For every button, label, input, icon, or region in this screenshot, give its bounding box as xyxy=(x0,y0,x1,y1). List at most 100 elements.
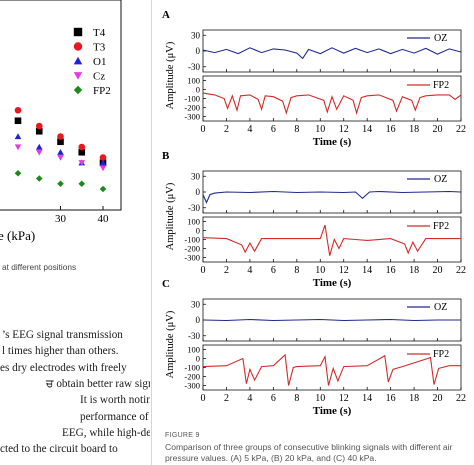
legend-label: Cz xyxy=(93,71,105,83)
chart-legend: T4 T3 O1 Cz FP2 xyxy=(73,27,111,97)
data-point-t4 xyxy=(78,148,86,156)
fp2-signal-line xyxy=(202,224,461,256)
data-point-t4 xyxy=(35,127,43,135)
legend-label: O1 xyxy=(93,56,106,68)
data-point-t3 xyxy=(14,106,22,114)
legend-marker-o1 xyxy=(73,56,83,65)
column-divider xyxy=(151,0,152,465)
y-tick-label: -200 xyxy=(184,372,200,382)
y-tick-label: -30 xyxy=(188,331,200,341)
x-axis-ticks: 30 40 xyxy=(55,206,109,225)
y-tick-label: -200 xyxy=(184,103,200,113)
x-tick-label: 20 xyxy=(433,124,443,135)
x-tick-label: 14 xyxy=(362,124,372,135)
legend-oz-label: OZ xyxy=(434,302,447,313)
y-tick-label: -100 xyxy=(184,94,200,104)
x-tick-label: 2 xyxy=(224,393,229,404)
x-tick-label: 4 xyxy=(247,265,252,276)
panel-letter: A xyxy=(162,9,170,21)
x-tick-label: 0 xyxy=(201,124,206,135)
body-text-line: l times higher than others. xyxy=(2,345,119,358)
fp2-signal-line xyxy=(202,353,461,386)
body-text-line: cted to the circuit board to xyxy=(0,443,118,456)
pressure-scatter-chart: T4 T3 O1 Cz FP2 30 40 e (kPa) xyxy=(0,0,122,243)
y-tick-label: 30 xyxy=(191,171,201,181)
y-tick-label: 100 xyxy=(187,76,200,86)
body-text-line: ’s EEG signal transmission xyxy=(2,329,123,341)
y-tick-label: -300 xyxy=(184,381,200,391)
data-point-fp2 xyxy=(14,169,22,177)
x-tick-label: 30 xyxy=(55,213,67,225)
x-tick-label: 6 xyxy=(271,124,276,135)
data-point-cz xyxy=(35,149,43,156)
data-point-fp2 xyxy=(99,185,107,193)
x-tick-label: 40 xyxy=(98,213,110,225)
y-tick-label: 30 xyxy=(191,30,201,40)
fp2-plot-frame xyxy=(202,216,462,263)
y-tick-label: 0 xyxy=(196,226,200,236)
x-tick-label: 6 xyxy=(271,265,276,276)
x-tick-label: 22 xyxy=(456,393,466,404)
x-tick-label: 12 xyxy=(339,393,349,404)
fp2-plot-frame xyxy=(202,344,462,391)
x-tick-label: 12 xyxy=(339,265,349,276)
x-tick-label: 16 xyxy=(386,265,396,276)
data-point-cz xyxy=(78,160,86,167)
figure-caption: Comparison of three groups of consecutiv… xyxy=(165,442,453,463)
data-point-o1 xyxy=(14,133,22,140)
y-tick-label: 0 xyxy=(196,187,201,197)
y-tick-label: -300 xyxy=(184,112,200,122)
data-point-t4 xyxy=(14,117,22,125)
y-tick-label: 100 xyxy=(187,217,200,227)
x-axis-label: Time (s) xyxy=(313,136,352,148)
y-tick-label: 30 xyxy=(191,299,201,309)
x-tick-label: 4 xyxy=(247,124,252,135)
y-axis-label: Amplitude (μV) xyxy=(165,182,176,250)
legend-label: T3 xyxy=(93,42,106,54)
data-point-cz xyxy=(57,154,64,161)
data-point-t3 xyxy=(78,143,86,151)
x-tick-label: 2 xyxy=(224,265,229,276)
y-tick-label: -100 xyxy=(184,363,200,373)
x-tick-label: 16 xyxy=(386,124,396,135)
y-tick-label: -30 xyxy=(188,62,200,72)
scatter-points xyxy=(14,106,107,193)
legend-marker-fp2 xyxy=(73,85,83,95)
oz-signal-line xyxy=(202,190,462,204)
data-point-cz xyxy=(14,144,22,151)
x-axis-label: Time (s) xyxy=(313,405,352,417)
x-tick-label: 8 xyxy=(294,124,299,135)
data-point-t3 xyxy=(57,133,64,140)
x-tick-label: 22 xyxy=(456,265,466,276)
data-point-o1 xyxy=(99,159,107,166)
legend-label: FP2 xyxy=(93,85,111,97)
legend-label: T4 xyxy=(93,27,106,39)
x-tick-label: 10 xyxy=(315,124,325,135)
body-text-line: ਚ obtain better raw signals xyxy=(46,377,150,390)
x-tick-label: 2 xyxy=(224,124,229,135)
legend-oz-label: OZ xyxy=(434,33,447,44)
x-tick-label: 10 xyxy=(315,265,325,276)
y-tick-label: 0 xyxy=(196,46,201,56)
data-point-cz xyxy=(99,165,107,172)
y-tick-label: 0 xyxy=(196,315,201,325)
y-tick-label: -30 xyxy=(188,203,200,213)
legend-marker-t4 xyxy=(73,27,83,37)
oz-signal-line xyxy=(202,318,461,322)
panel-letter: C xyxy=(162,278,170,290)
y-tick-label: 0 xyxy=(196,85,200,95)
data-point-fp2 xyxy=(35,175,43,182)
y-axis-label: Amplitude (μV) xyxy=(165,310,176,378)
x-tick-label: 14 xyxy=(362,393,372,404)
x-tick-label: 8 xyxy=(294,393,299,404)
data-point-o1 xyxy=(35,143,43,150)
legend-fp2-label: FP2 xyxy=(433,349,449,360)
body-text-line: performance of the multi- xyxy=(80,410,150,423)
y-tick-label: 0 xyxy=(196,354,200,364)
x-tick-label: 12 xyxy=(339,124,349,135)
panel-letter: B xyxy=(162,150,170,162)
